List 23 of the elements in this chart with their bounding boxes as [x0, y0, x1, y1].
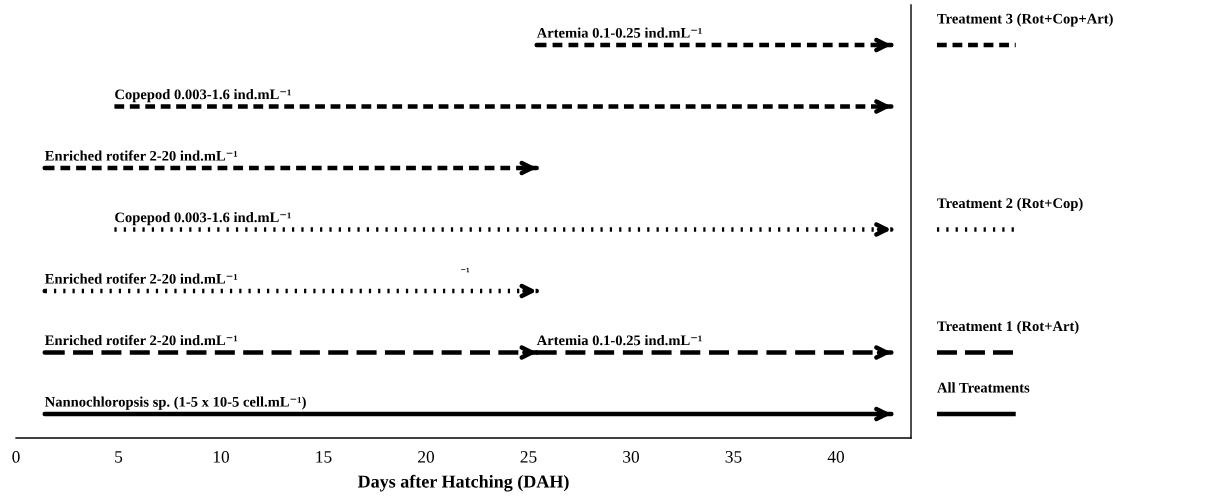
x-tick-label: 20 [418, 450, 435, 463]
x-tick-label: 5 [115, 451, 123, 463]
text: Treatment 1 (Rot+Art) [937, 320, 1079, 335]
annotation: ⁻¹ [461, 267, 470, 273]
x-tick-label: 30 [623, 450, 640, 463]
data-label: Artemia 0.1-0.25 ind.mL⁻¹ [536, 334, 702, 346]
x-tick-label: 35 [725, 451, 742, 463]
data-label: Copepod 0.003-1.6 ind.mL⁻¹ [115, 211, 291, 226]
x-tick-label: 10 [213, 450, 230, 463]
data-label: Nannochloropsis sp. (1-5 x 10-5 cell.mL⁻¹) [45, 396, 306, 410]
data-label: Enriched rotifer 2-20 ind.mL⁻¹ [44, 150, 238, 161]
x-tick-label: 40 [827, 450, 844, 463]
text: All Treatments [937, 382, 1030, 393]
data-label: Copepod 0.003-1.6 ind.mL⁻¹ [115, 88, 291, 103]
data-label: Enriched rotifer 2-20 ind.mL⁻¹ [44, 334, 238, 346]
x-axis-title: Days after Hatching (DAH) [357, 474, 569, 492]
x-tick-label: 25 [520, 451, 537, 463]
data-label: Enriched rotifer 2-20 ind.mL⁻¹ [44, 273, 238, 284]
x-tick-label: 0 [12, 450, 20, 463]
x-tick-label: 15 [316, 451, 332, 463]
text: Treatment 2 (Rot+Cop) [937, 197, 1083, 212]
text: Treatment 3 (Rot+Cop+Art) [937, 13, 1113, 27]
data-label: Artemia 0.1-0.25 ind.mL⁻¹ [536, 27, 702, 38]
